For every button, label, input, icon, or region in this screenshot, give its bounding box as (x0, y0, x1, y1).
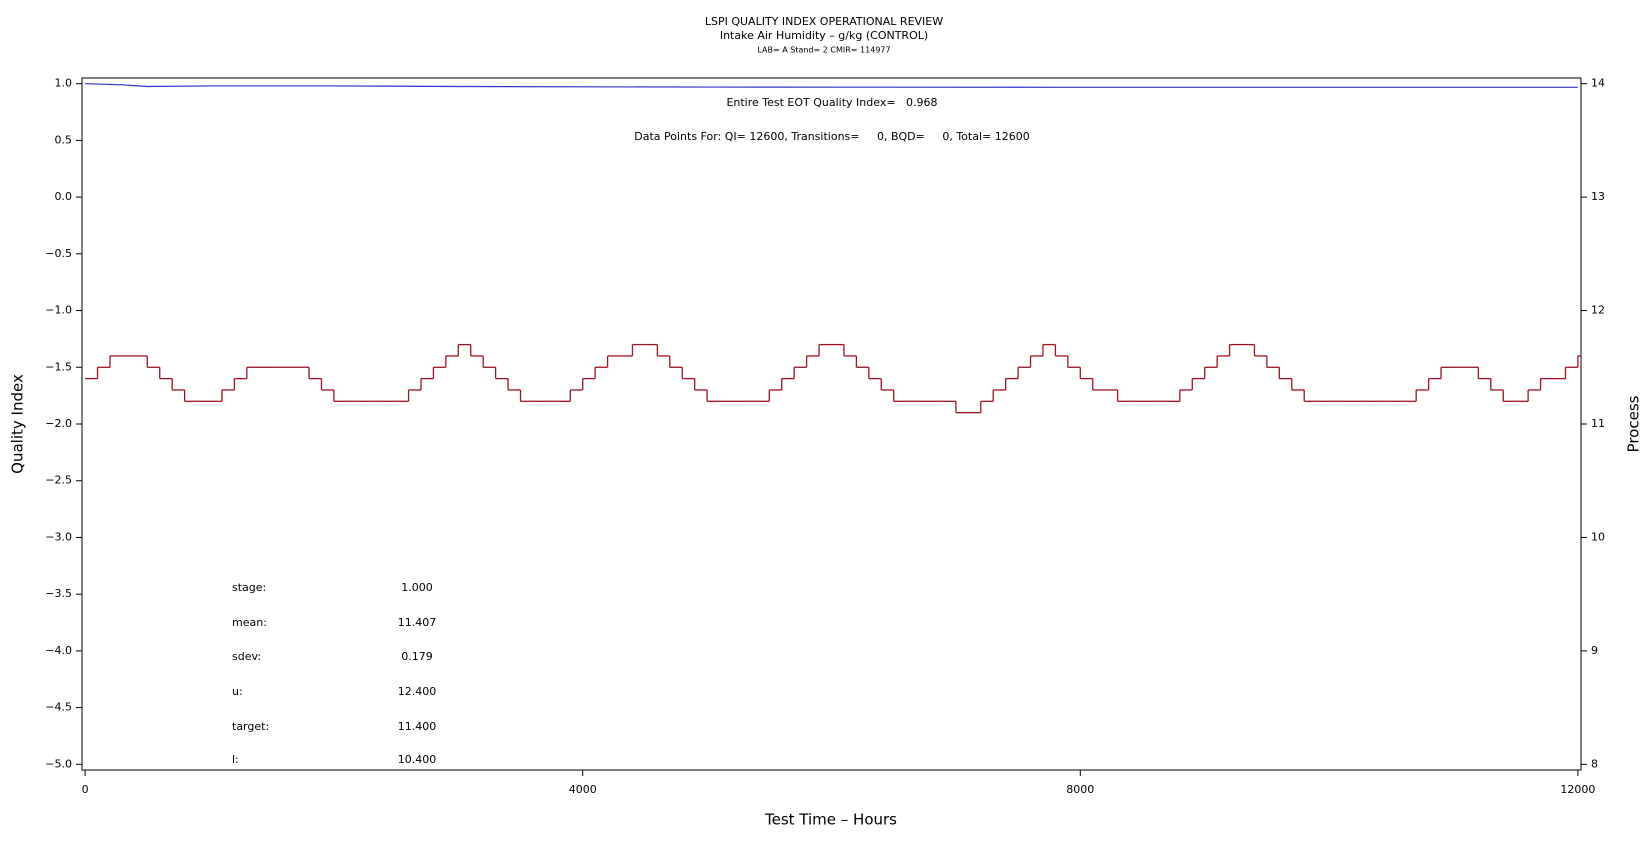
y-tick-label: −2.0 (45, 417, 72, 430)
y2-tick-label: 9 (1591, 644, 1598, 657)
y-tick-label: 1.0 (55, 77, 73, 90)
y2-axis-label: Process (1625, 395, 1643, 452)
annotation: Entire Test EOT Quality Index= 0.968 (726, 96, 937, 109)
stat-value: 1.000 (401, 581, 433, 594)
stat-label: l: (232, 753, 239, 766)
x-tick-label: 12000 (1560, 783, 1595, 796)
y-tick-label: −1.5 (45, 360, 72, 373)
x-tick-label: 4000 (569, 783, 597, 796)
stat-label: target: (232, 720, 269, 733)
y2-tick-label: 14 (1591, 77, 1605, 90)
y2-tick-label: 11 (1591, 417, 1605, 430)
y-tick-label: −4.5 (45, 701, 72, 714)
chart-title: LSPI QUALITY INDEX OPERATIONAL REVIEW (705, 15, 943, 28)
x-tick-label: 0 (82, 783, 89, 796)
stat-label: mean: (232, 616, 267, 629)
stat-label: stage: (232, 581, 266, 594)
x-tick-label: 8000 (1066, 783, 1094, 796)
stat-value: 12.400 (398, 685, 437, 698)
y-tick-label: −0.5 (45, 247, 72, 260)
stat-label: sdev: (232, 650, 261, 663)
stat-value: 10.400 (398, 753, 437, 766)
chart-subtitle: Intake Air Humidity – g/kg (CONTROL) (720, 29, 928, 42)
y-tick-label: −3.0 (45, 530, 72, 543)
y2-tick-label: 8 (1591, 757, 1598, 770)
y-tick-label: −5.0 (45, 757, 72, 770)
x-axis-label: Test Time – Hours (764, 811, 897, 829)
y2-tick-label: 10 (1591, 530, 1605, 543)
qi-line (85, 83, 1578, 88)
y-tick-label: 0.5 (55, 133, 73, 146)
stat-value: 11.407 (398, 616, 437, 629)
stat-label: u: (232, 685, 243, 698)
chart-caption: LAB= A Stand= 2 CMIR= 114977 (757, 46, 890, 55)
y2-tick-label: 12 (1591, 304, 1605, 317)
y-tick-label: 0.0 (55, 190, 73, 203)
y-tick-label: −4.0 (45, 644, 72, 657)
stat-value: 11.400 (398, 720, 437, 733)
y-tick-label: −3.5 (45, 587, 72, 600)
stat-value: 0.179 (401, 650, 433, 663)
annotation: Data Points For: QI= 12600, Transitions=… (634, 130, 1029, 143)
plot-frame (81, 77, 1582, 771)
y2-tick-label: 13 (1591, 190, 1605, 203)
y-axis-label: Quality Index (9, 374, 27, 474)
y-tick-label: −2.5 (45, 474, 72, 487)
y-tick-label: −1.0 (45, 304, 72, 317)
